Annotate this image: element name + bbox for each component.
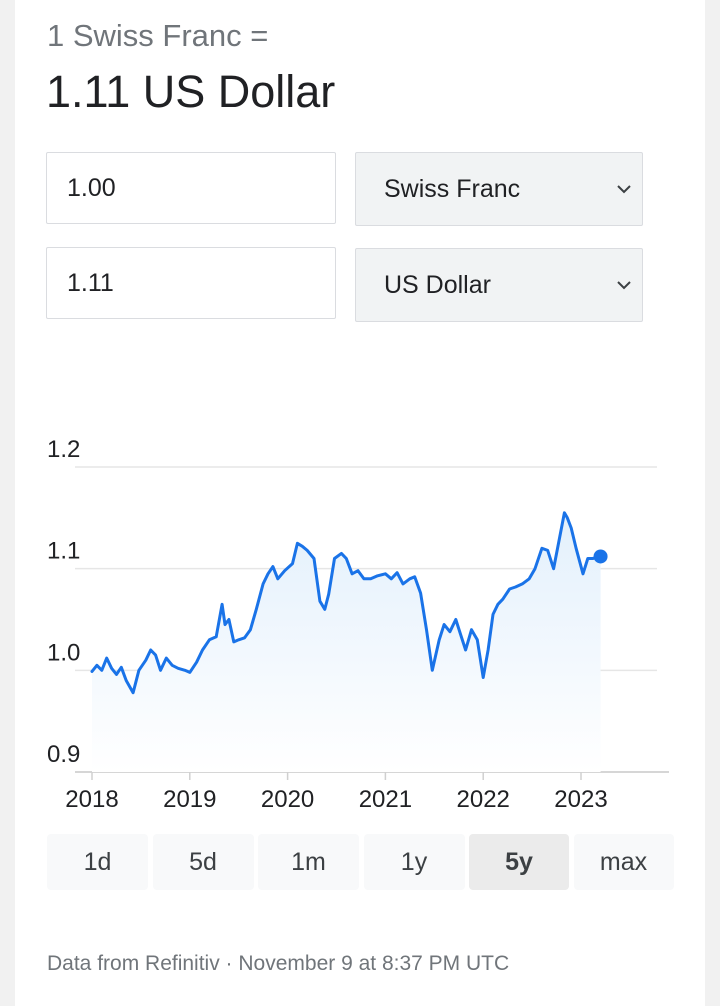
chevron-down-icon: [617, 185, 631, 194]
range-tab-1d[interactable]: 1d: [47, 834, 148, 890]
to-amount-input[interactable]: [46, 247, 336, 319]
range-tab-1y[interactable]: 1y: [363, 834, 465, 890]
from-currency-summary: 1 Swiss Franc =: [47, 18, 269, 53]
data-source-footer: Data from Refinitiv · November 9 at 8:37…: [47, 952, 510, 975]
from-currency-label: Swiss Franc: [384, 174, 521, 203]
range-tab-max[interactable]: max: [573, 834, 674, 890]
range-tab-1m[interactable]: 1m: [258, 834, 359, 890]
from-amount-input[interactable]: [46, 152, 336, 224]
range-tabs: 1d 5d 1m 1y 5y max: [47, 834, 674, 890]
range-tab-5d[interactable]: 5d: [152, 834, 254, 890]
range-tab-5y[interactable]: 5y: [469, 834, 569, 890]
chevron-down-icon: [617, 281, 631, 290]
to-currency-select[interactable]: US Dollar: [355, 248, 643, 322]
from-currency-select[interactable]: Swiss Franc: [355, 152, 643, 226]
conversion-result: 1.11 US Dollar: [46, 66, 336, 117]
to-currency-label: US Dollar: [384, 270, 491, 299]
